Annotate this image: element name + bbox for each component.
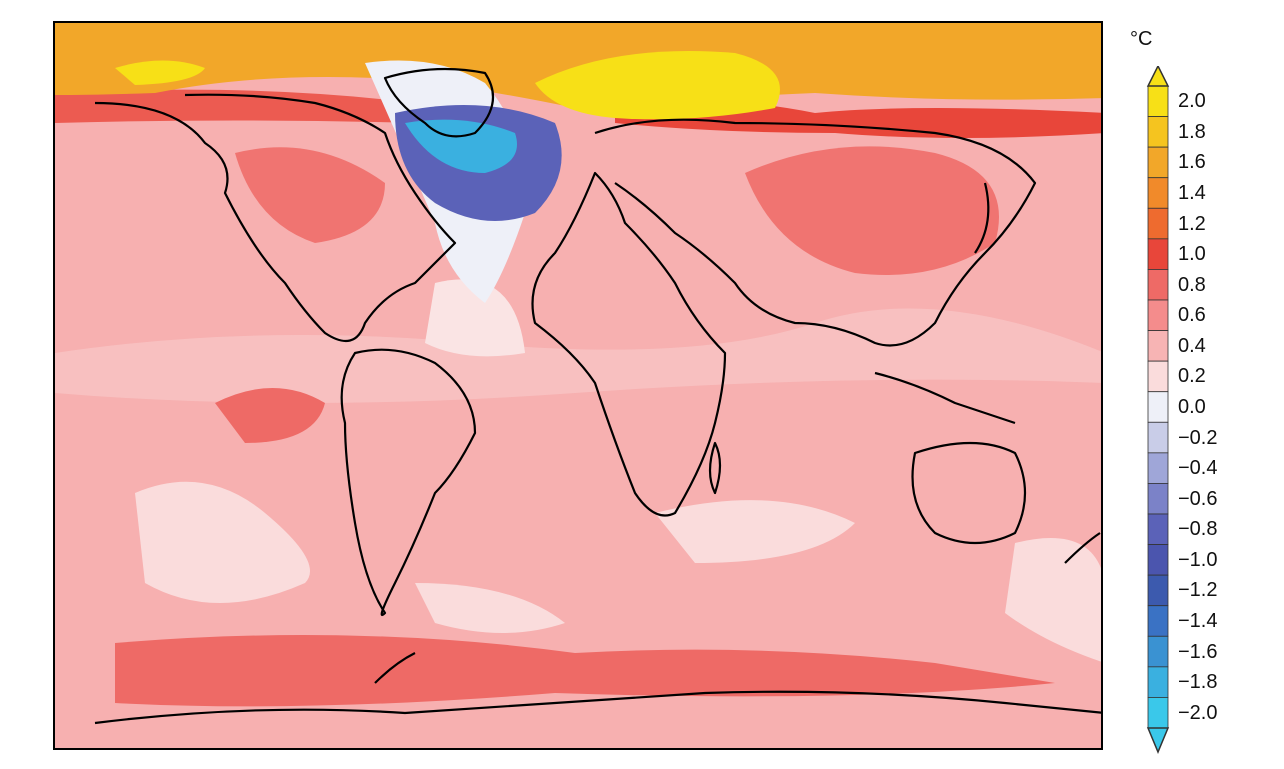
colorbar-box bbox=[1147, 452, 1169, 484]
colorbar-box bbox=[1147, 635, 1169, 668]
colorbar-tick-label: 1.0 bbox=[1178, 243, 1206, 266]
colorbar-tick-label: −1.8 bbox=[1178, 671, 1218, 694]
anomaly-patch-warm bbox=[745, 146, 999, 275]
colorbar-box bbox=[1147, 299, 1169, 331]
colorbar-box bbox=[1147, 513, 1169, 545]
indonesia-coast bbox=[874, 371, 1016, 425]
colorbar bbox=[1146, 66, 1170, 754]
colorbar-box bbox=[1147, 116, 1169, 148]
colorbar-tick-label: 0.0 bbox=[1178, 396, 1206, 418]
colorbar-tick-label: −1.4 bbox=[1178, 610, 1218, 632]
colorbar-box bbox=[1147, 85, 1169, 117]
colorbar-tick-label: 0.4 bbox=[1178, 334, 1206, 357]
colorbar-tick-label: 0.8 bbox=[1178, 273, 1206, 296]
australia-coast bbox=[911, 441, 1027, 545]
anomaly-patch-warm bbox=[215, 388, 325, 443]
europe-africa-coast bbox=[531, 171, 727, 517]
colorbar-box bbox=[1147, 421, 1169, 454]
anomaly-patch-warm bbox=[235, 147, 385, 243]
colorbar-box bbox=[1147, 360, 1169, 393]
colorbar-box bbox=[1147, 207, 1169, 240]
arctic-warming-peak bbox=[535, 51, 780, 120]
anomaly-band-light bbox=[55, 308, 1101, 403]
colorbar-tick-label: 0.6 bbox=[1178, 304, 1206, 327]
colorbar-lower-extend bbox=[1146, 727, 1170, 754]
temperature-map bbox=[53, 21, 1103, 750]
madagascar-coast bbox=[708, 441, 722, 495]
anomaly-band-pale bbox=[655, 500, 855, 563]
anomaly-band-pale bbox=[1005, 538, 1101, 662]
colorbar-tick-label: −1.6 bbox=[1178, 640, 1218, 663]
north-america-coast bbox=[94, 93, 457, 343]
coastlines bbox=[94, 67, 1101, 725]
colorbar-tick-label: 1.4 bbox=[1178, 182, 1206, 204]
antarctic-peninsula-coast bbox=[374, 652, 416, 684]
south-america-coast bbox=[340, 348, 477, 616]
colorbar-tick-label: −0.8 bbox=[1178, 518, 1218, 541]
colorbar-tick-label: 2.0 bbox=[1178, 90, 1206, 113]
colorbar-box bbox=[1147, 605, 1169, 637]
new-zealand-coast bbox=[1064, 532, 1101, 564]
colorbar-box bbox=[1147, 177, 1169, 209]
colorbar-box bbox=[1147, 330, 1169, 362]
antarctica-coast bbox=[94, 690, 1101, 725]
colorbar-box bbox=[1147, 238, 1169, 270]
colorbar-box bbox=[1147, 574, 1169, 607]
anomaly-patch-strong bbox=[55, 89, 415, 123]
anomaly-patch-warm bbox=[115, 635, 1055, 707]
colorbar-box bbox=[1147, 391, 1169, 423]
colorbar-tick-label: −0.4 bbox=[1178, 457, 1218, 480]
arctic-warming-band bbox=[55, 23, 1101, 108]
anomaly-band-pale bbox=[415, 583, 565, 633]
colorbar-box bbox=[1147, 666, 1169, 698]
colorbar-box bbox=[1147, 483, 1169, 515]
colorbar-tick-label: −1.0 bbox=[1178, 548, 1218, 571]
colorbar-box bbox=[1147, 269, 1169, 301]
colorbar-box bbox=[1147, 544, 1169, 576]
arctic-warming-peak bbox=[115, 60, 205, 85]
colorbar-tick-label: −2.0 bbox=[1178, 701, 1218, 724]
colorbar-tick-label: 1.6 bbox=[1178, 151, 1206, 174]
units-label: °C bbox=[1130, 28, 1153, 50]
colorbar-upper-extend bbox=[1146, 66, 1170, 87]
greenland-coast bbox=[383, 67, 495, 138]
anomaly-band-pale bbox=[135, 481, 310, 603]
colorbar-box bbox=[1147, 146, 1169, 179]
colorbar-tick-label: −1.2 bbox=[1178, 579, 1218, 602]
map-canvas bbox=[55, 23, 1101, 748]
eurasia-coast bbox=[594, 118, 1037, 347]
colorbar-tick-label: 1.2 bbox=[1178, 212, 1206, 235]
colorbar-tick-label: 0.2 bbox=[1178, 365, 1206, 388]
colorbar-tick-label: −0.6 bbox=[1178, 487, 1218, 510]
colorbar-box bbox=[1147, 697, 1169, 729]
colorbar-boxes bbox=[1147, 85, 1169, 729]
colorbar-tick-label: 1.8 bbox=[1178, 120, 1206, 143]
anomaly-band-pale bbox=[425, 279, 525, 357]
north-atlantic-core bbox=[405, 119, 517, 173]
japan-coast bbox=[974, 182, 990, 254]
colorbar-tick-label: −0.2 bbox=[1178, 426, 1218, 449]
